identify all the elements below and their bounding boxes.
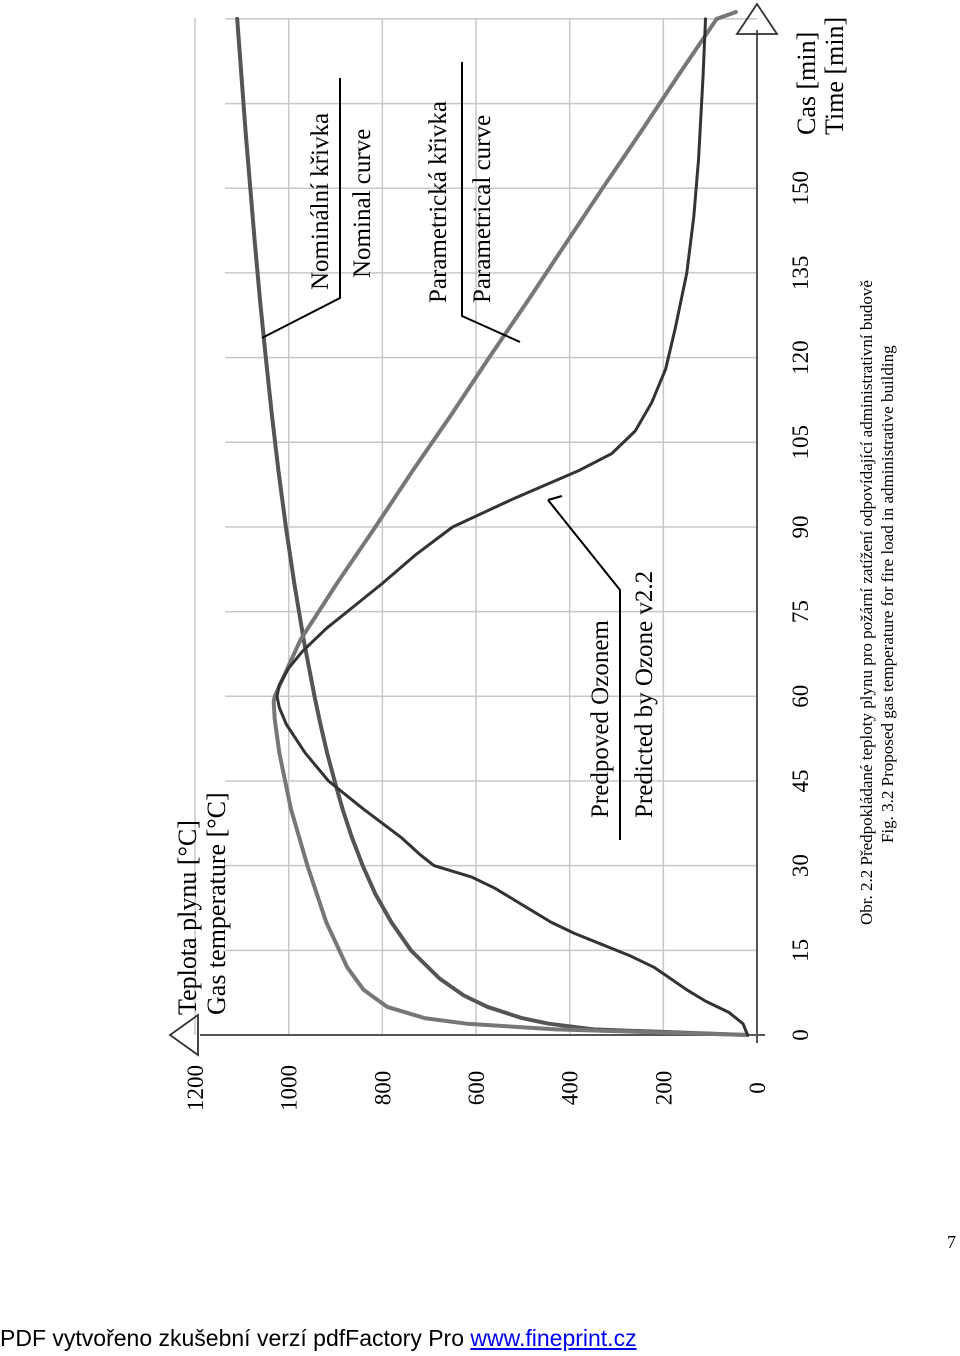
time-tick-label: 150: [788, 171, 813, 206]
time-axis-arrow: [735, 2, 779, 35]
series-line-parametrical: [271, 10, 750, 1037]
parametrical-leader: [461, 62, 521, 343]
parametrical-label-en: Parametrical curve: [469, 115, 496, 303]
caption-cz: Obr. 2.2 Předpokládané teploty plynu pro…: [857, 280, 876, 925]
chart-axes: [168, 2, 779, 1057]
time-tick-label: 135: [788, 256, 813, 291]
y-axis-title-cz: Teplota plynu [°C]: [173, 820, 202, 1015]
tick-labels: 0 15 30 45 60 75 90 105 120 135 150 0 200 400 600 800 10…: [183, 171, 813, 1111]
temp-tick-label: 600: [464, 1071, 489, 1106]
temp-tick-label: 800: [370, 1071, 395, 1106]
annotations: [261, 62, 621, 840]
temp-tick-label: 200: [651, 1071, 676, 1106]
temp-tick-label: 1200: [183, 1065, 208, 1111]
time-tick-label: 105: [788, 425, 813, 460]
page-number: 7: [947, 1232, 956, 1252]
temp-tick-label: 400: [558, 1071, 583, 1106]
footer-link[interactable]: www.fineprint.cz: [470, 1325, 637, 1351]
series-line-nominal: [235, 16, 750, 1037]
x-axis-title-en: Time [min]: [820, 17, 849, 135]
footer-text: PDF vytvořeno zkušební verzí pdfFactory …: [0, 1325, 471, 1351]
pdf-footer: PDF vytvořeno zkušební verzí pdfFactory …: [0, 1325, 637, 1352]
nominal-leader: [261, 78, 341, 339]
temp-axis-arrow: [168, 1013, 199, 1057]
parametrical-label-cz: Parametrická křivka: [425, 101, 452, 303]
ozone-leader-tip: [547, 495, 563, 501]
time-tick-label: 0: [788, 1029, 813, 1041]
ozone-label-cz: Predpoved Ozonem: [587, 620, 614, 818]
x-axis-title-cz: Cas [min]: [792, 32, 821, 135]
ozone-label-en: Predicted by Ozone v2.2: [631, 571, 658, 818]
time-tick-label: 75: [788, 600, 813, 623]
time-tick-label: 120: [788, 340, 813, 375]
time-tick-label: 30: [788, 854, 813, 877]
series-lines: [235, 10, 750, 1037]
series-line-ozone: [275, 17, 750, 1037]
time-tick-label: 15: [788, 939, 813, 962]
time-tick-label: 90: [788, 515, 813, 538]
nominal-label-en: Nominal curve: [349, 129, 376, 278]
temp-tick-label: 0: [745, 1082, 770, 1094]
time-tick-label: 60: [788, 685, 813, 708]
temp-tick-label: 1000: [277, 1065, 302, 1111]
caption-en: Fig. 3.2 Proposed gas temperature for fi…: [878, 345, 897, 843]
time-tick-label: 45: [788, 769, 813, 792]
y-axis-title-en: Gas temperature [°C]: [202, 792, 231, 1015]
ozone-leader: [547, 499, 621, 840]
nominal-label-cz: Nominální křivka: [307, 113, 334, 290]
